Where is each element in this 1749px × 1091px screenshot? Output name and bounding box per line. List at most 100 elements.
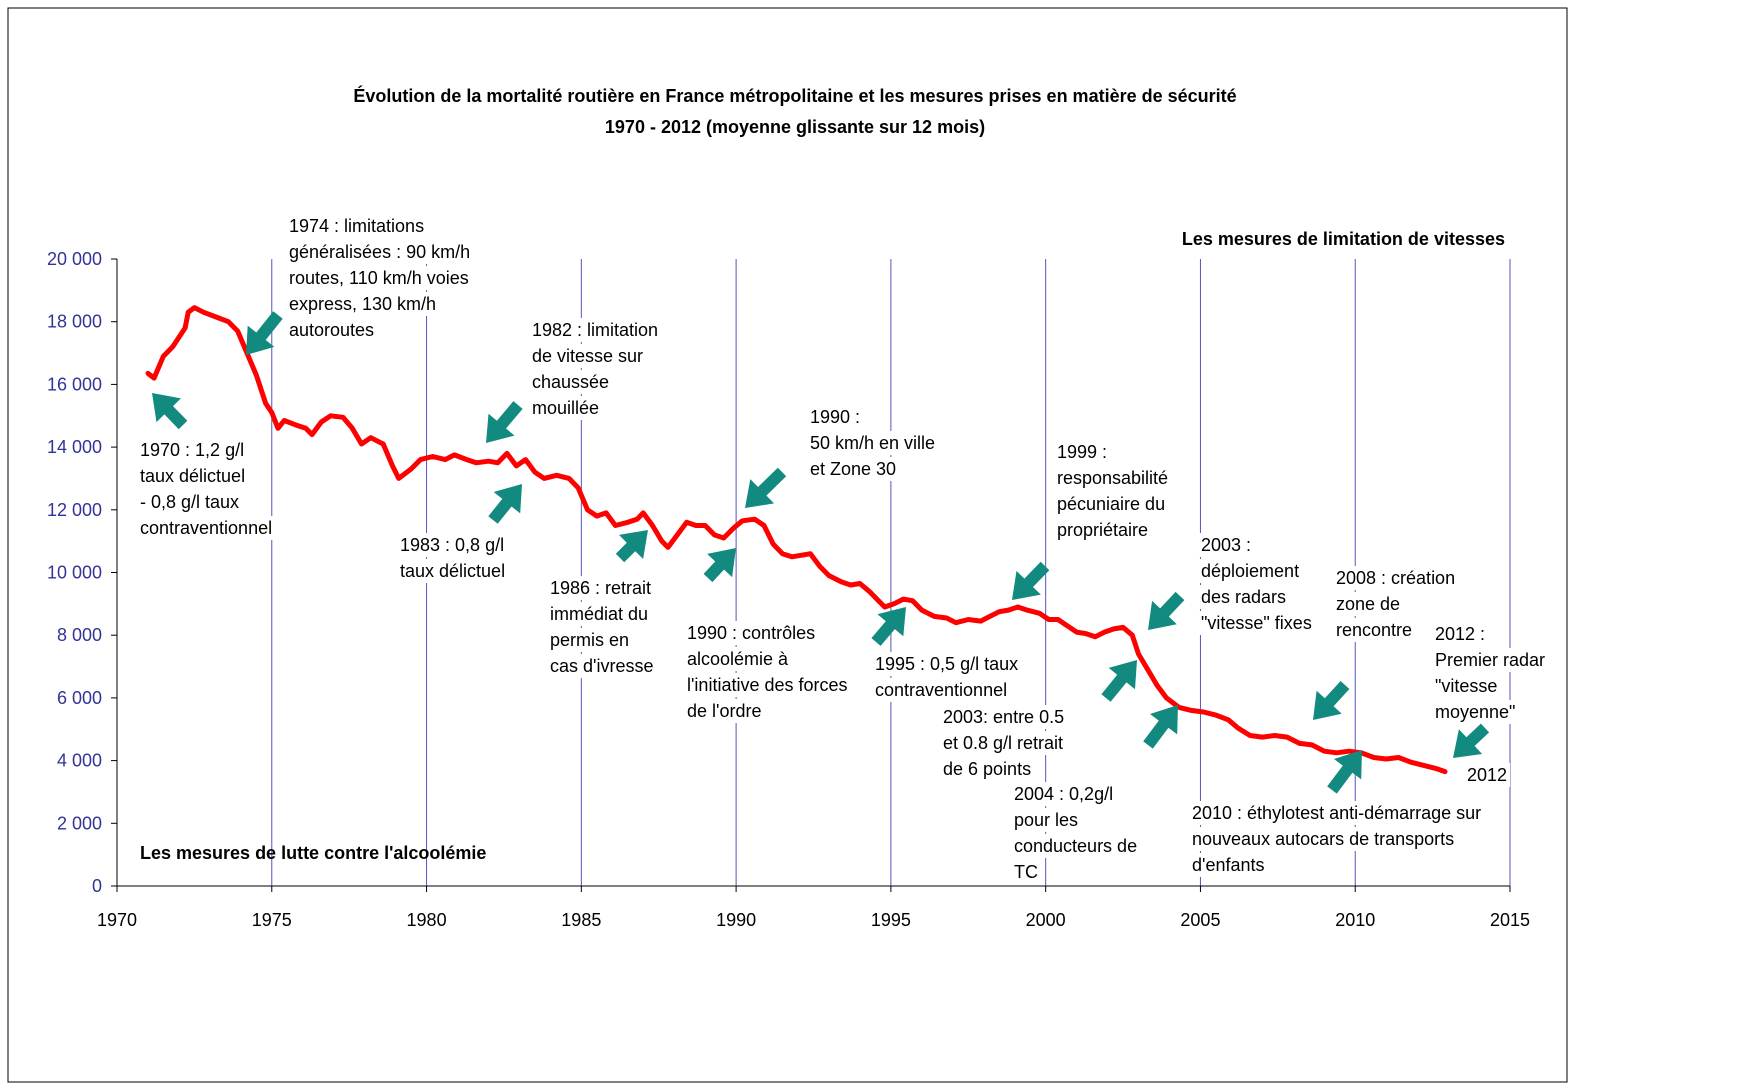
annotation-bg — [684, 621, 819, 645]
arrow — [703, 548, 736, 583]
annotation-bg — [872, 652, 1022, 676]
annotation-line: l'initiative des forces — [687, 675, 848, 695]
annotation-line: autoroutes — [289, 320, 374, 340]
annotation-bg — [1432, 674, 1501, 698]
annotation-bg — [1432, 648, 1549, 672]
x-tick-label: 1970 — [97, 910, 137, 930]
annotation-line: 1990 : — [810, 407, 860, 427]
annotation-line: cas d'ivresse — [550, 656, 653, 676]
y-tick-label: 0 — [92, 876, 102, 896]
annotation-bg — [1198, 585, 1290, 609]
annotation-line: 1974 : limitations — [289, 216, 424, 236]
annotation-bg — [684, 647, 793, 671]
annotation-line: "vitesse" fixes — [1201, 613, 1312, 633]
x-tick-label: 1980 — [407, 910, 447, 930]
annotation-bg — [684, 699, 765, 723]
annotation-line: pour les — [1014, 810, 1078, 830]
annotation-bg — [529, 370, 613, 394]
annotation-bg — [529, 318, 662, 342]
annotation-line: "vitesse — [1435, 676, 1497, 696]
annotation-bg — [529, 396, 603, 420]
annotation-line: permis en — [550, 630, 629, 650]
annotation-bg — [1432, 622, 1489, 646]
annotation-bg — [807, 405, 864, 429]
annotation-line: contraventionnel — [140, 518, 272, 538]
arrow — [488, 484, 522, 524]
annotation-line: 2012 — [1467, 765, 1507, 785]
annotation-bg — [529, 344, 647, 368]
annotation-bg — [547, 654, 657, 678]
y-tick-label: 2 000 — [57, 813, 102, 833]
annotation-bg — [684, 673, 851, 697]
annotation-line: express, 130 km/h — [289, 294, 436, 314]
annotation-bg — [1054, 518, 1152, 542]
annotation-bg — [807, 457, 900, 481]
y-tick-label: 6 000 — [57, 688, 102, 708]
annotation-line: 2003: entre 0.5 — [943, 707, 1064, 727]
annotation-bg — [547, 602, 652, 626]
chart-frame — [7, 7, 1568, 1083]
x-tick-label: 1985 — [561, 910, 601, 930]
y-tick-label: 4 000 — [57, 751, 102, 771]
annotation-line: 1990 : contrôles — [687, 623, 815, 643]
annotation-bg — [940, 731, 1067, 755]
annotation-line: mouillée — [532, 398, 599, 418]
annotation-bg — [1198, 611, 1315, 635]
annotation-line: immédiat du — [550, 604, 648, 624]
annotations: 1974 : limitations généralisées : 90 km/h… — [137, 214, 1549, 884]
annotation-line: - 0,8 g/l taux — [140, 492, 239, 512]
annotation-line: rencontre — [1336, 620, 1412, 640]
annotation-line: 1999 : — [1057, 442, 1107, 462]
annotation-bg — [137, 438, 248, 462]
annotation-bg — [1333, 618, 1416, 642]
annotation-bg — [1198, 559, 1303, 583]
annotation-bg — [1054, 440, 1111, 464]
annotation-line: de 6 points — [943, 759, 1031, 779]
annotation-bg — [286, 266, 472, 290]
y-tick-label: 10 000 — [47, 563, 102, 583]
annotation-line: pécuniaire du — [1057, 494, 1165, 514]
annotation-bg — [807, 431, 939, 455]
chart-title: Évolution de la mortalité routière en Fr… — [353, 85, 1236, 106]
x-tick-label: 1995 — [871, 910, 911, 930]
annotation-line: 2004 : 0,2g/l — [1014, 784, 1113, 804]
annotation-line: taux délictuel — [140, 466, 245, 486]
annotation-line: propriétaire — [1057, 520, 1148, 540]
annotation-bg — [1464, 763, 1511, 787]
section-label: Les mesures de limitation de vitesses — [1182, 229, 1505, 249]
annotation-line: conducteurs de — [1014, 836, 1137, 856]
annotation-bg — [137, 490, 243, 514]
section-label: Les mesures de lutte contre l'alcoolémie — [140, 843, 486, 863]
y-tick-label: 18 000 — [47, 312, 102, 332]
y-tick-label: 20 000 — [47, 249, 102, 269]
annotation-bg — [1189, 853, 1268, 877]
annotation-line: des radars — [1201, 587, 1286, 607]
annotation-bg — [286, 214, 428, 238]
annotation-line: et Zone 30 — [810, 459, 896, 479]
annotation-bg — [1333, 566, 1459, 590]
annotation-line: nouveaux autocars de transports — [1192, 829, 1454, 849]
annotation-line: TC — [1014, 862, 1038, 882]
arrow — [1313, 681, 1350, 720]
annotation-bg — [137, 464, 249, 488]
x-tick-label: 1975 — [252, 910, 292, 930]
annotation-bg — [940, 757, 1035, 781]
annotation-line: responsabilité — [1057, 468, 1168, 488]
arrow — [1143, 705, 1178, 749]
annotation-bg — [1432, 700, 1519, 724]
annotation-bg — [940, 705, 1068, 729]
annotation-line: alcoolémie à — [687, 649, 789, 669]
annotation-line: taux délictuel — [400, 561, 505, 581]
arrow — [1327, 750, 1362, 794]
annotation-line: 2012 : — [1435, 624, 1485, 644]
annotation-bg — [1189, 827, 1458, 851]
annotation-bg — [397, 559, 509, 583]
annotation-bg — [1011, 834, 1141, 858]
arrow — [1453, 723, 1490, 758]
annotation-line: Premier radar — [1435, 650, 1545, 670]
annotation-bg — [1198, 533, 1255, 557]
annotation-bg — [286, 318, 378, 342]
x-tick-label: 2005 — [1180, 910, 1220, 930]
annotation-line: de vitesse sur — [532, 346, 643, 366]
